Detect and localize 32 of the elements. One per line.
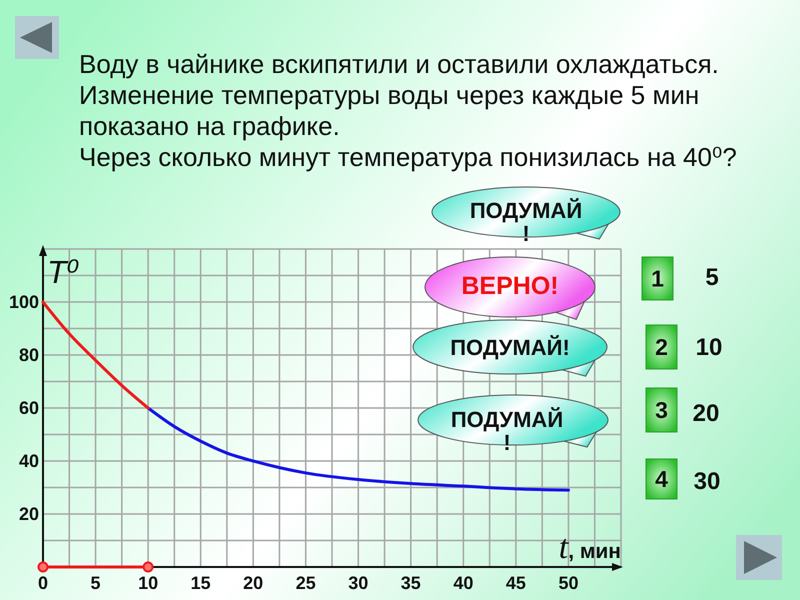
- y-tick-label: 40: [18, 451, 39, 471]
- y-tick-label: 100: [8, 292, 39, 312]
- text: 20: [692, 400, 720, 426]
- y-tick-label: 80: [18, 345, 39, 365]
- line-series: [146, 406, 570, 492]
- x-tick-label: 45: [506, 573, 526, 593]
- x-tick-label: 5: [90, 573, 101, 593]
- x-tick-label: 40: [453, 573, 474, 593]
- chart-title: Воду в чайнике вскипятили и оставили охлаждаться. Изменение температуры воды через каждые 5 мин показано на графике.: [79, 49, 719, 141]
- text: 3: [655, 397, 668, 423]
- x-tick-label: 15: [190, 573, 211, 593]
- text: 5: [705, 264, 719, 290]
- x-tick-label: 10: [138, 573, 158, 593]
- text: 4: [655, 466, 668, 492]
- y-tick-label: 60: [18, 398, 39, 418]
- y-axis-title: T⁰: [47, 254, 80, 290]
- x-tick-label: 20: [243, 573, 264, 593]
- x-tick-label: 25: [296, 573, 316, 593]
- x-tick-label: 30: [348, 573, 368, 593]
- text: 30: [694, 468, 720, 494]
- x-tick-label: 35: [400, 573, 421, 593]
- text: 10: [696, 334, 722, 360]
- text: 2: [655, 334, 668, 360]
- x-tick-label: 0: [38, 573, 48, 593]
- y-tick-label: 20: [18, 504, 39, 524]
- text: 1: [651, 266, 664, 292]
- chart-subtitle: Через сколько минут температура понизилась на 40⁰?: [79, 142, 737, 172]
- annotation: ПОДУМАЙ!: [450, 334, 570, 360]
- line-series: [42, 300, 150, 410]
- x-tick-label: 50: [558, 573, 578, 593]
- annotation: ВЕРНО!: [461, 272, 559, 300]
- x-axis-title: t, мин: [558, 529, 621, 566]
